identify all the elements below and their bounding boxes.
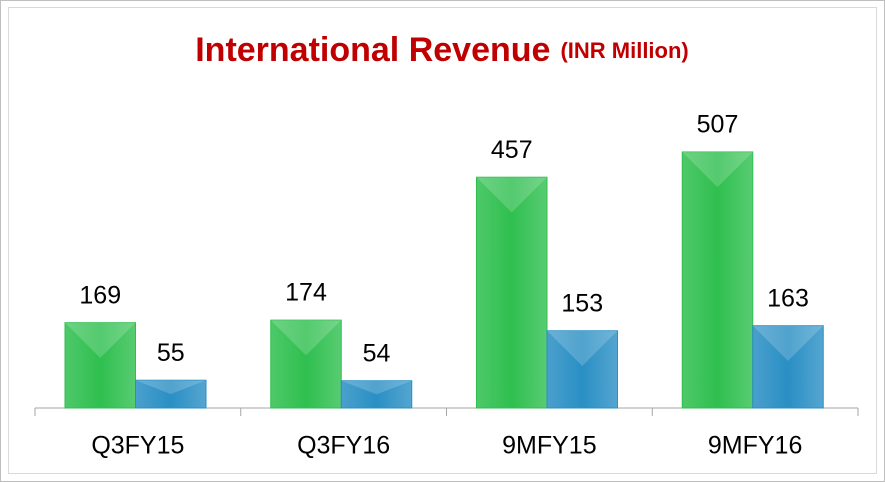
value-label: 169 [79,281,121,309]
value-label: 507 [697,111,739,139]
bar-bevel [752,325,824,361]
bar-bevel [341,380,412,395]
x-tick-label: 9MFY15 [502,432,596,460]
chart-title: International Revenue [195,31,550,69]
bar-bevel [547,330,618,366]
bar [270,319,342,409]
bar [546,330,618,409]
value-label: 55 [157,339,185,367]
bar-bevel [682,151,753,188]
chart-title-group: International Revenue (INR Million) [195,31,689,69]
x-tick-label: Q3FY15 [91,432,184,460]
bar [476,176,548,409]
bar-bevel [65,322,136,358]
value-label: 153 [561,289,603,317]
x-tick-label: Q3FY16 [297,432,390,460]
bar [135,379,207,409]
value-label: 457 [491,136,533,164]
bar [752,325,824,409]
bar [64,322,136,409]
bar-bevel [135,380,206,395]
value-label: 174 [285,279,327,307]
x-tick-label: 9MFY16 [708,432,802,460]
bar-bevel [270,320,342,356]
chart-subtitle: (INR Million) [560,38,688,63]
bar-bevel [476,177,547,213]
bar [340,380,413,409]
bar [681,151,754,409]
value-label: 54 [363,339,391,367]
value-label: 163 [767,284,809,312]
